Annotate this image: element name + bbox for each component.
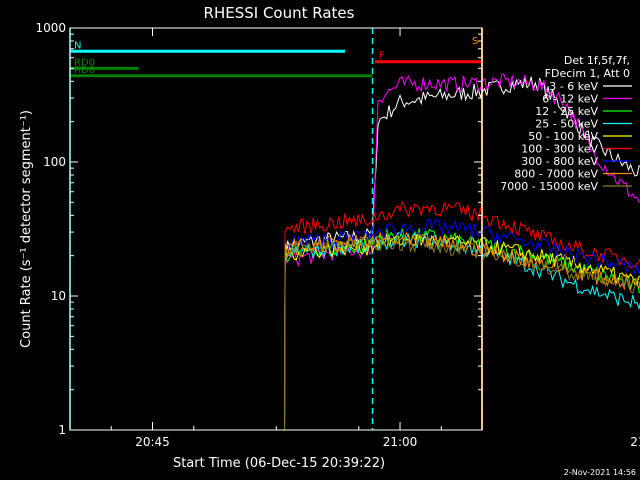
- flag-label-f: F: [379, 51, 385, 62]
- y-axis-ticks: 1 10 100 1000: [35, 21, 482, 437]
- flag-label-s: S: [472, 36, 478, 47]
- legend-entry-label: 50 - 100 keV: [528, 130, 598, 143]
- y-tick-label: 1: [58, 423, 66, 437]
- y-tick-label: 100: [43, 155, 66, 169]
- flag-label-rd0: RD0: [74, 57, 95, 68]
- flag-label-rd6: RD6: [74, 65, 95, 76]
- legend-entry-label: 6 - 12 keV: [542, 93, 598, 106]
- legend-entry-label: 100 - 300 keV: [521, 143, 598, 156]
- series-line: [284, 232, 640, 431]
- series-line: [284, 234, 640, 431]
- legend-entry-label: 7000 - 15000 keV: [500, 180, 598, 193]
- flag-label-n: N: [74, 40, 81, 51]
- y-axis-label: Count Rate (s⁻¹ detector segment⁻¹): [19, 110, 34, 348]
- series-line: [284, 76, 640, 431]
- data-series: [284, 72, 640, 431]
- y-tick-label: 10: [51, 289, 66, 303]
- legend-entry-label: 300 - 800 keV: [521, 155, 598, 168]
- timestamp-footer: 2-Nov-2021 14:56: [564, 468, 636, 477]
- series-line: [284, 232, 640, 431]
- series-line: [284, 218, 640, 431]
- legend-header-line: FDecim 1, Att 0: [545, 67, 630, 80]
- legend-header-line: Det 1f,5f,7f,: [564, 54, 630, 67]
- y-tick-label: 1000: [35, 21, 66, 35]
- legend-entry-label: 12 - 25 keV: [535, 105, 598, 118]
- x-axis-label: Start Time (06-Dec-15 20:39:22): [173, 456, 385, 471]
- series-line: [284, 200, 640, 431]
- x-tick-label: 20:45: [135, 435, 170, 449]
- legend-entry-label: 3 - 6 keV: [549, 80, 598, 93]
- chart-title: RHESSI Count Rates: [204, 4, 355, 22]
- series-line: [284, 231, 640, 431]
- x-tick-label: 21:00: [383, 435, 418, 449]
- series-line: [284, 72, 640, 431]
- x-tick-label: 21:15: [630, 435, 640, 449]
- legend-entry-label: 25 - 50 keV: [535, 118, 598, 131]
- legend-entry-label: 800 - 7000 keV: [514, 168, 598, 181]
